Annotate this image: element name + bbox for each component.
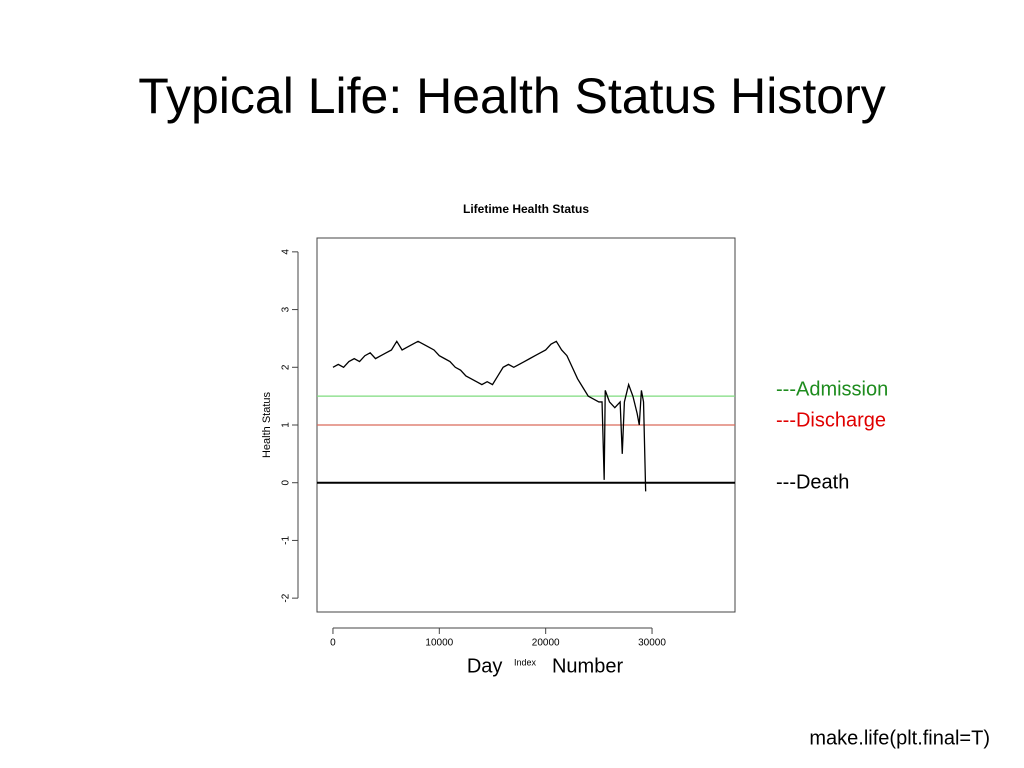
legend-text: ---Discharge xyxy=(776,409,886,431)
x-tick-label: 30000 xyxy=(638,638,666,649)
y-tick-label: 2 xyxy=(281,364,292,370)
slide-title: Typical Life: Health Status History xyxy=(138,68,886,124)
chart-title: Lifetime Health Status xyxy=(463,202,589,216)
line-series xyxy=(332,340,647,492)
y-tick-label: 1 xyxy=(281,422,292,428)
x-caption: Day Number xyxy=(467,655,624,677)
legend-text: ---Admission xyxy=(776,378,888,400)
legend-text: ---Death xyxy=(776,471,849,493)
x-tick-label: 20000 xyxy=(532,638,560,649)
x-axis-label: Index xyxy=(514,657,537,667)
y-tick-label: -1 xyxy=(281,536,292,545)
y-axis-label: Health Status xyxy=(261,391,273,458)
y-tick-label: 4 xyxy=(281,249,292,255)
y-tick-label: 0 xyxy=(281,479,292,485)
x-tick-label: 10000 xyxy=(425,638,453,649)
x-tick-label: 0 xyxy=(330,638,336,649)
y-tick-label: -2 xyxy=(281,593,292,602)
y-tick-label: 3 xyxy=(281,306,292,312)
code-note: make.life(plt.final=T) xyxy=(809,727,990,749)
